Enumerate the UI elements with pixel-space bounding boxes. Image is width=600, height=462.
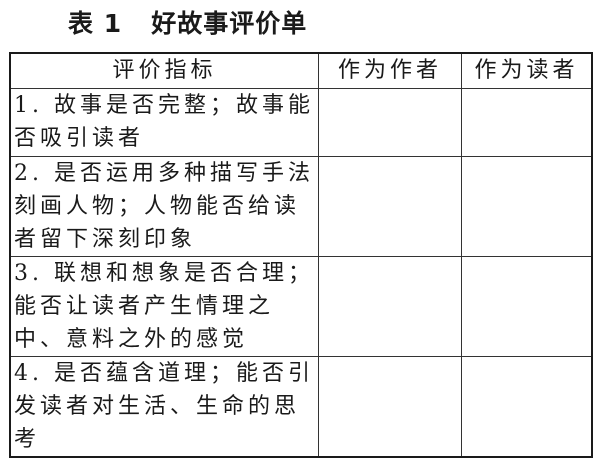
author-cell[interactable] bbox=[318, 156, 462, 257]
table-row: 4. 是否蕴含道理；能否引发读者对生活、生命的思考 bbox=[9, 356, 593, 458]
header-as-author: 作为作者 bbox=[318, 52, 462, 89]
header-row: 评价指标 作为作者 作为读者 bbox=[9, 52, 593, 89]
criterion-cell: 1. 故事是否完整；故事能否吸引读者 bbox=[9, 88, 319, 157]
author-cell[interactable] bbox=[318, 356, 462, 458]
reader-cell[interactable] bbox=[461, 356, 593, 458]
table-row: 1. 故事是否完整；故事能否吸引读者 bbox=[9, 88, 593, 157]
evaluation-table: 评价指标 作为作者 作为读者 1. 故事是否完整；故事能否吸引读者 2. 是否运… bbox=[9, 52, 593, 458]
reader-cell[interactable] bbox=[461, 256, 593, 357]
author-cell[interactable] bbox=[318, 88, 462, 157]
reader-cell[interactable] bbox=[461, 88, 593, 157]
table-row: 3. 联想和想象是否合理；能否让读者产生情理之中、意料之外的感觉 bbox=[9, 256, 593, 357]
criterion-cell: 3. 联想和想象是否合理；能否让读者产生情理之中、意料之外的感觉 bbox=[9, 256, 319, 357]
table-row: 2. 是否运用多种描写手法刻画人物；人物能否给读者留下深刻印象 bbox=[9, 156, 593, 257]
criterion-cell: 2. 是否运用多种描写手法刻画人物；人物能否给读者留下深刻印象 bbox=[9, 156, 319, 257]
header-criterion: 评价指标 bbox=[9, 52, 319, 89]
table-title: 表 1 好故事评价单 bbox=[68, 9, 308, 38]
header-as-reader: 作为读者 bbox=[461, 52, 593, 89]
author-cell[interactable] bbox=[318, 256, 462, 357]
reader-cell[interactable] bbox=[461, 156, 593, 257]
criterion-cell: 4. 是否蕴含道理；能否引发读者对生活、生命的思考 bbox=[9, 356, 319, 458]
